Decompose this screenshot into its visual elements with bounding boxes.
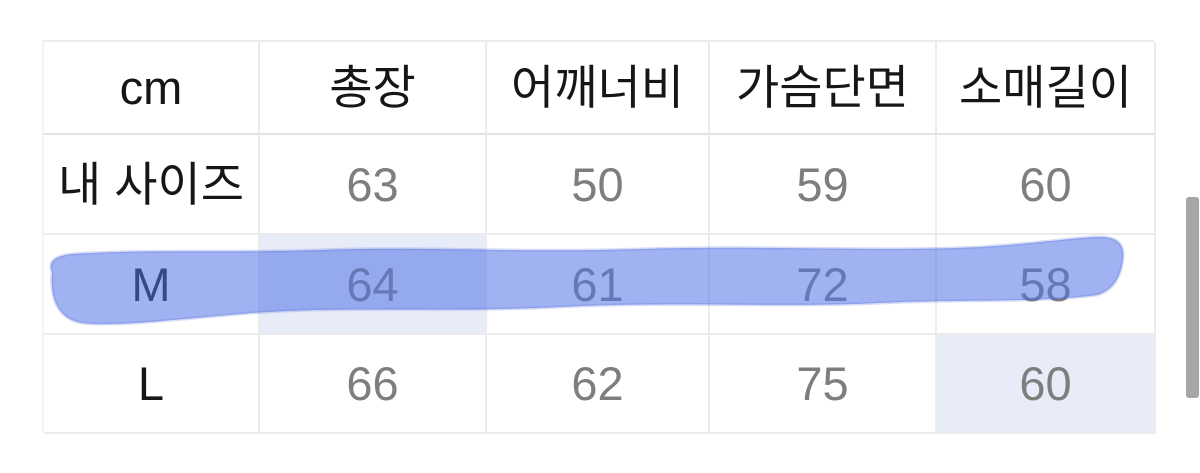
row-size-m-label[interactable]: M <box>44 235 260 335</box>
column-header-shoulder-width: 어깨너비 <box>487 42 710 135</box>
size-m-total-length[interactable]: 64 <box>260 235 487 335</box>
size-m-sleeve-length[interactable]: 58 <box>937 235 1156 335</box>
row-size-l-label[interactable]: L <box>44 335 260 434</box>
column-header-unit-cm: cm <box>44 42 260 135</box>
column-header-chest-width: 가슴단면 <box>710 42 937 135</box>
my-size-total-length: 63 <box>260 135 487 235</box>
size-l-total-length[interactable]: 66 <box>260 335 487 434</box>
column-header-sleeve-length: 소매길이 <box>937 42 1156 135</box>
scrollbar-thumb[interactable] <box>1186 197 1199 398</box>
my-size-sleeve-length: 60 <box>937 135 1156 235</box>
my-size-chest-width: 59 <box>710 135 937 235</box>
row-my-size-label: 내 사이즈 <box>44 135 260 235</box>
column-header-total-length: 총장 <box>260 42 487 135</box>
size-l-shoulder-width[interactable]: 62 <box>487 335 710 434</box>
size-chart-table: cm 총장 어깨너비 가슴단면 소매길이 내 사이즈 63 50 59 60 M… <box>42 40 1156 434</box>
my-size-shoulder-width: 50 <box>487 135 710 235</box>
size-m-shoulder-width[interactable]: 61 <box>487 235 710 335</box>
size-l-chest-width[interactable]: 75 <box>710 335 937 434</box>
size-m-chest-width[interactable]: 72 <box>710 235 937 335</box>
size-l-sleeve-length[interactable]: 60 <box>937 335 1156 434</box>
